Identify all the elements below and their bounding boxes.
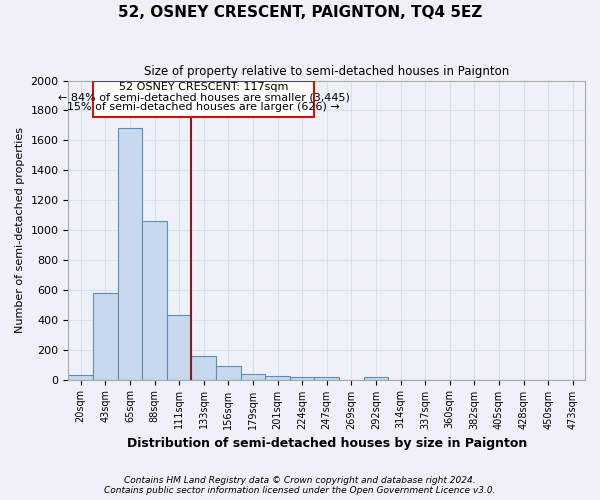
Bar xyxy=(93,293,118,380)
Bar xyxy=(265,376,290,380)
Text: ← 84% of semi-detached houses are smaller (3,445): ← 84% of semi-detached houses are smalle… xyxy=(58,92,350,102)
Bar xyxy=(364,376,388,380)
X-axis label: Distribution of semi-detached houses by size in Paignton: Distribution of semi-detached houses by … xyxy=(127,437,527,450)
Text: 15% of semi-detached houses are larger (626) →: 15% of semi-detached houses are larger (… xyxy=(67,102,340,112)
Bar xyxy=(118,128,142,380)
Bar xyxy=(142,221,167,380)
Text: 52 OSNEY CRESCENT: 117sqm: 52 OSNEY CRESCENT: 117sqm xyxy=(119,82,289,92)
Text: Contains HM Land Registry data © Crown copyright and database right 2024.
Contai: Contains HM Land Registry data © Crown c… xyxy=(104,476,496,495)
Bar xyxy=(68,375,93,380)
Bar xyxy=(314,376,339,380)
Title: Size of property relative to semi-detached houses in Paignton: Size of property relative to semi-detach… xyxy=(144,65,509,78)
Bar xyxy=(290,378,314,380)
Bar xyxy=(191,356,216,380)
Y-axis label: Number of semi-detached properties: Number of semi-detached properties xyxy=(15,127,25,333)
Bar xyxy=(167,316,191,380)
FancyBboxPatch shape xyxy=(93,82,314,117)
Bar xyxy=(241,374,265,380)
Text: 52, OSNEY CRESCENT, PAIGNTON, TQ4 5EZ: 52, OSNEY CRESCENT, PAIGNTON, TQ4 5EZ xyxy=(118,5,482,20)
Bar xyxy=(216,366,241,380)
